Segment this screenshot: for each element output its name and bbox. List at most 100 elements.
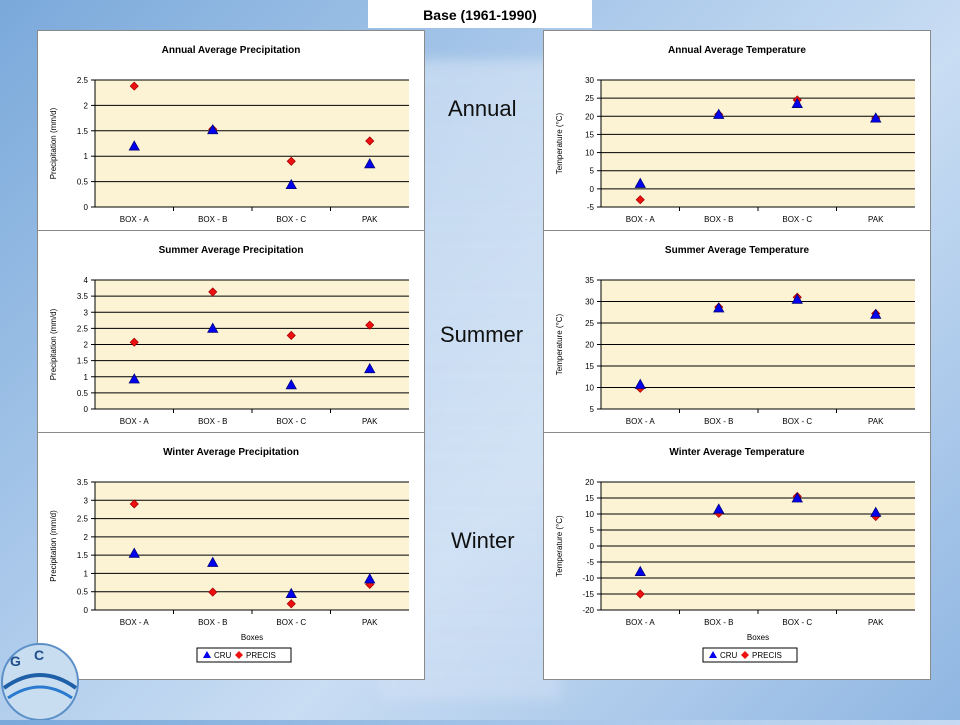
chart-title: Annual Average Temperature [668, 45, 806, 56]
y-tick-label: 0 [84, 203, 89, 212]
y-tick-label: 2 [84, 533, 89, 542]
x-tick-label: BOX - B [704, 618, 733, 627]
data-point-precis [635, 195, 645, 205]
gcisc-logo: G C [0, 622, 98, 721]
x-tick-label: BOX - C [276, 215, 306, 224]
chart-title: Winter Average Temperature [669, 447, 805, 458]
data-point-cru [128, 547, 140, 558]
y-tick-label: 15 [585, 130, 594, 139]
y-tick-label: 20 [585, 478, 594, 487]
legend-cru-marker [709, 651, 717, 658]
y-tick-label: 5 [590, 405, 595, 414]
x-axis-label: Boxes [747, 633, 769, 642]
y-tick-label: 1.5 [77, 551, 89, 560]
chart-title: Summer Average Temperature [665, 245, 810, 256]
y-tick-label: 0 [84, 606, 89, 615]
data-point-cru [791, 293, 803, 304]
data-point-precis [286, 156, 296, 166]
y-tick-label: 5 [590, 167, 595, 176]
x-tick-label: BOX - A [626, 215, 656, 224]
chart-winter-temperature: Winter Average Temperature -20 -15 -10 -5 0 5 1… [543, 432, 931, 680]
row-label-winter: Winter [451, 528, 515, 553]
legend-cru-label: CRU [214, 651, 232, 660]
chart-legend: CRU PRECIS [196, 647, 292, 663]
y-tick-label: 1.5 [77, 127, 89, 136]
y-tick-label: 1 [84, 152, 89, 161]
legend-cru-label: CRU [720, 651, 738, 660]
x-tick-label: PAK [362, 417, 378, 426]
legend-precis-marker [741, 651, 749, 659]
y-tick-label: 20 [585, 112, 594, 121]
data-point-cru [870, 112, 882, 123]
data-point-precis [365, 136, 375, 146]
y-tick-label: -5 [587, 203, 595, 212]
chart-svg: Winter Average Precipitation 0 0.5 1 1.5 2 2.5… [49, 447, 409, 663]
data-point-cru [285, 178, 297, 190]
chart-summer-precipitation: Summer Average Precipitation 0 0.5 1 1.5 2 2.5… [37, 230, 425, 434]
x-tick-label: BOX - A [120, 618, 150, 627]
y-axis-label: Precipitation (mm/d) [49, 308, 58, 380]
data-point-precis [208, 587, 218, 597]
y-tick-label: -20 [582, 606, 594, 615]
page-title: Base (1961-1990) [368, 0, 592, 28]
x-tick-label: PAK [868, 618, 884, 627]
y-tick-label: 1.5 [77, 357, 89, 366]
y-tick-label: 0 [590, 185, 595, 194]
data-point-cru [634, 565, 646, 577]
chart-svg: Annual Average Temperature -5 0 5 10 15 20 25 30… [555, 45, 915, 224]
chart-annual-precipitation: Annual Average Precipitation 0 0.5 1 1.5 2 2.5… [37, 30, 425, 232]
legend-cru-marker [203, 651, 211, 658]
y-tick-label: 1 [84, 373, 89, 382]
x-tick-label: BOX - B [704, 215, 733, 224]
x-tick-label: BOX - C [276, 618, 306, 627]
chart-annual-temperature: Annual Average Temperature -5 0 5 10 15 20 25 30… [543, 30, 931, 232]
y-axis-label: Precipitation (mm/d) [49, 107, 58, 179]
x-tick-label: BOX - A [120, 215, 150, 224]
y-axis-label: Precipitation (mm/d) [49, 510, 58, 582]
data-point-cru [285, 378, 297, 390]
y-tick-label: 0 [84, 405, 89, 414]
x-tick-label: BOX - A [626, 417, 656, 426]
row-label-annual: Annual [448, 96, 517, 121]
data-point-cru [207, 556, 219, 567]
y-tick-label: 10 [585, 510, 594, 519]
data-point-cru [713, 302, 725, 313]
y-tick-label: 0.5 [77, 389, 89, 398]
y-tick-label: 30 [585, 76, 594, 85]
plot-area [95, 80, 409, 207]
data-point-precis [365, 320, 375, 330]
legend-precis-label: PRECIS [752, 651, 782, 660]
data-point-cru [791, 97, 803, 108]
y-tick-label: 2 [84, 341, 89, 350]
legend-precis-label: PRECIS [246, 651, 276, 660]
x-tick-label: BOX - A [120, 417, 150, 426]
x-tick-label: BOX - B [198, 215, 227, 224]
data-point-cru [634, 378, 646, 389]
x-tick-label: PAK [362, 215, 378, 224]
chart-svg: Summer Average Precipitation 0 0.5 1 1.5 2 2.5… [49, 245, 409, 426]
y-tick-label: 2 [84, 101, 89, 110]
y-tick-label: 10 [585, 384, 594, 393]
x-tick-label: PAK [362, 618, 378, 627]
y-tick-label: 2.5 [77, 76, 89, 85]
svg-text:C: C [34, 647, 44, 663]
x-tick-label: PAK [868, 417, 884, 426]
x-tick-label: BOX - B [704, 417, 733, 426]
y-tick-label: 5 [590, 526, 595, 535]
plot-area [95, 482, 409, 610]
y-tick-label: 25 [585, 319, 594, 328]
data-point-cru [207, 123, 219, 135]
data-point-cru [207, 322, 219, 333]
y-tick-label: 30 [585, 298, 594, 307]
y-tick-label: 15 [585, 362, 594, 371]
data-point-cru [364, 362, 376, 374]
x-tick-label: BOX - C [276, 417, 306, 426]
data-point-precis [129, 499, 139, 509]
y-tick-label: 25 [585, 94, 594, 103]
legend-precis-marker [235, 651, 243, 659]
data-point-cru [128, 373, 140, 384]
data-point-precis [208, 287, 218, 297]
y-tick-label: 35 [585, 276, 594, 285]
data-point-precis [129, 337, 139, 347]
data-point-cru [713, 503, 725, 514]
